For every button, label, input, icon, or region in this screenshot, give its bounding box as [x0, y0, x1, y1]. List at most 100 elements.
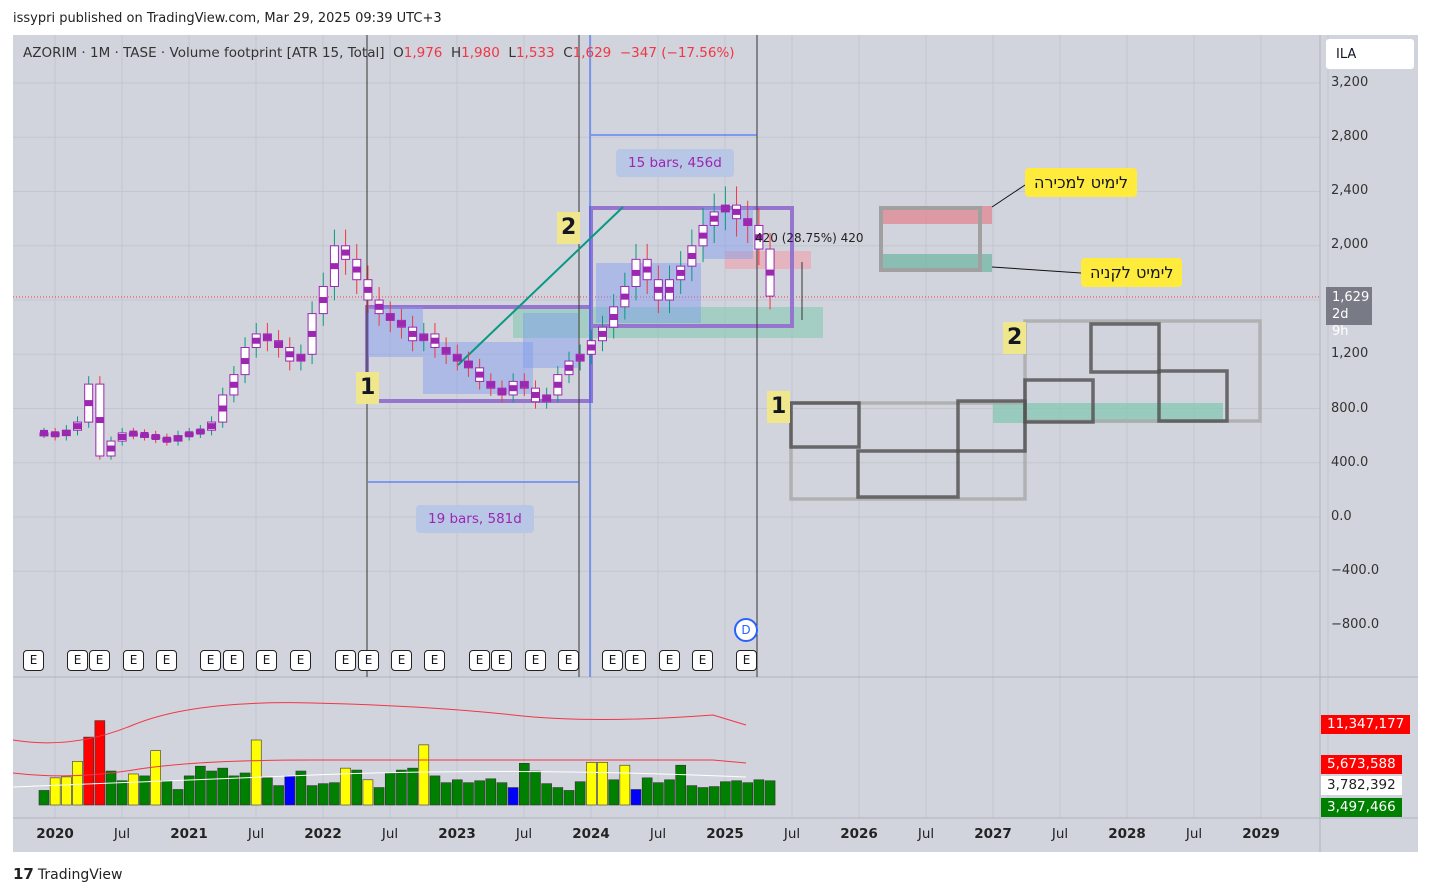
projection-support-zone — [993, 403, 1223, 423]
candle-poc — [129, 430, 138, 437]
volume-bar — [619, 764, 631, 806]
time-tick: 2023 — [438, 826, 476, 842]
earnings-marker[interactable]: E — [525, 650, 546, 671]
candle-poc — [710, 215, 719, 222]
candle-poc — [430, 337, 439, 344]
volume-bar — [563, 790, 575, 806]
brand-name: TradingView — [37, 867, 123, 883]
volume-bar — [94, 720, 106, 806]
price-tick: 800.0 — [1331, 401, 1369, 416]
time-tick: 2021 — [170, 826, 208, 842]
chart-area[interactable]: AZORIM · 1M · TASE · Volume footprint [A… — [13, 35, 1418, 852]
volume-bar — [105, 770, 117, 806]
candle-poc — [229, 381, 238, 388]
earnings-marker[interactable]: E — [335, 650, 356, 671]
candle-poc — [732, 208, 741, 215]
candle-poc — [241, 358, 250, 365]
earnings-marker[interactable]: E — [491, 650, 512, 671]
candle-poc — [531, 391, 540, 398]
candle-poc — [95, 417, 104, 424]
low-value: 1,533 — [515, 45, 555, 61]
earnings-marker[interactable]: E — [223, 650, 244, 671]
tradingview-logo[interactable]: 17 TradingView — [13, 865, 122, 883]
candle-poc — [62, 429, 71, 436]
earnings-marker[interactable]: E — [659, 650, 680, 671]
volume-bar — [552, 787, 564, 806]
earnings-marker[interactable]: E — [736, 650, 757, 671]
date-range-label-1[interactable]: 19 bars, 581d — [416, 505, 534, 533]
volume-bar — [463, 782, 474, 806]
candle-poc — [609, 313, 618, 320]
candle-poc — [386, 313, 395, 320]
candle-poc — [676, 269, 685, 276]
candle-poc — [453, 354, 462, 361]
currency-button[interactable]: ILA — [1326, 39, 1414, 69]
projection-wave-label-1[interactable]: 1 — [767, 391, 791, 423]
volume-bar — [183, 775, 195, 806]
candle-poc — [665, 286, 674, 293]
candle-poc — [207, 423, 216, 430]
volume-bar — [474, 780, 485, 806]
candle-poc — [162, 436, 171, 443]
earnings-marker[interactable]: E — [358, 650, 379, 671]
low-label: L — [508, 45, 516, 61]
candle-poc — [107, 445, 116, 452]
sell-limit-callout[interactable]: לימיט למכירה — [1025, 168, 1138, 197]
earnings-marker[interactable]: E — [602, 650, 623, 671]
projection-wave-box — [1023, 319, 1262, 423]
volume-bar — [519, 762, 530, 806]
candle-poc — [151, 433, 160, 440]
time-tick: 2029 — [1242, 826, 1280, 842]
earnings-marker[interactable]: E — [256, 650, 277, 671]
earnings-marker[interactable]: E — [391, 650, 412, 671]
earnings-marker[interactable]: E — [424, 650, 445, 671]
candle-poc — [174, 435, 183, 442]
earnings-marker[interactable]: E — [692, 650, 713, 671]
volume-avg-label: 3,782,392 — [1321, 776, 1402, 795]
time-tick: 2027 — [974, 826, 1012, 842]
earnings-marker[interactable]: E — [123, 650, 144, 671]
symbol-info[interactable]: AZORIM · 1M · TASE · Volume footprint [A… — [23, 45, 385, 61]
earnings-marker[interactable]: E — [23, 650, 44, 671]
volume-bar — [418, 744, 430, 806]
buy-limit-callout[interactable]: לימיט לקניה — [1081, 258, 1183, 287]
close-value: 1,629 — [572, 45, 612, 61]
price-tick: −400.0 — [1331, 563, 1380, 578]
projection-wave-box — [789, 401, 861, 449]
close-label: C — [563, 45, 573, 61]
earnings-marker[interactable]: E — [558, 650, 579, 671]
volume-bar — [630, 789, 642, 806]
volume-bar — [228, 775, 240, 806]
earnings-marker[interactable]: E — [156, 650, 177, 671]
earnings-marker[interactable]: E — [200, 650, 221, 671]
date-range-label-2[interactable]: 15 bars, 456d — [616, 149, 734, 177]
earnings-marker[interactable]: E — [89, 650, 110, 671]
volume-bar — [150, 750, 161, 806]
earnings-marker[interactable]: E — [625, 650, 646, 671]
projection-wave-label-2[interactable]: 2 — [1003, 322, 1027, 354]
candle-poc — [643, 266, 652, 273]
high-value: 1,980 — [461, 45, 500, 61]
candle-poc — [397, 320, 406, 327]
change-value: −347 (−17.56%) — [619, 45, 735, 61]
earnings-marker[interactable]: E — [290, 650, 311, 671]
wave-label-1[interactable]: 1 — [356, 372, 380, 404]
volume-bar — [239, 772, 251, 806]
volume-bar — [485, 778, 497, 806]
earnings-marker[interactable]: E — [469, 650, 490, 671]
volume-bar — [686, 785, 698, 806]
candle-poc — [564, 364, 573, 371]
wave-label-2[interactable]: 2 — [557, 212, 581, 244]
dividend-marker[interactable]: D — [734, 618, 758, 642]
price-tick: 1,200 — [1331, 346, 1369, 361]
time-tick: Jul — [1185, 826, 1203, 842]
earnings-marker[interactable]: E — [67, 650, 88, 671]
volume-bar — [720, 781, 731, 806]
candle-poc — [754, 234, 763, 241]
price-range-label[interactable]: 420 (28.75%) 420 — [755, 231, 864, 245]
volume-bar — [49, 777, 61, 806]
volume-bar — [653, 782, 664, 806]
volume-bar — [440, 782, 452, 806]
time-tick: Jul — [113, 826, 131, 842]
chart-canvas[interactable] — [13, 35, 1418, 852]
